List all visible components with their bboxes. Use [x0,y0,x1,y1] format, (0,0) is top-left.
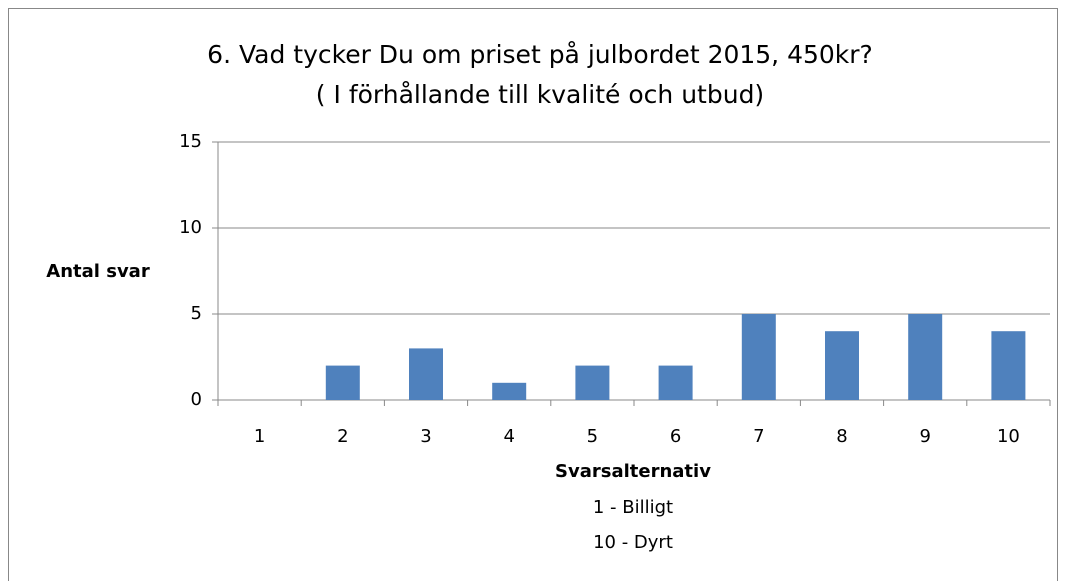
x-axis-label: Svarsalternativ [555,461,711,482]
y-tick-label: 10 [179,217,202,238]
x-tick-label: 9 [919,426,930,447]
bar [741,314,776,400]
bar [991,331,1026,400]
annotation: 10 - Dyrt [593,532,673,553]
bar [492,382,527,400]
bar [658,365,693,400]
y-tick-label: 15 [179,131,202,152]
x-tick-label: 7 [753,426,764,447]
annotation: 1 - Billigt [593,497,673,518]
x-tick-label: 1 [254,426,265,447]
x-tick-label: 3 [420,426,431,447]
x-tick-label: 2 [337,426,348,447]
x-tick-label: 6 [670,426,681,447]
chart-frame [8,8,1058,581]
bar [575,365,610,400]
y-axis-label: Antal svar [46,261,150,282]
chart-subtitle: ( I förhållande till kvalité och utbud) [316,80,764,109]
bar [908,314,943,400]
bar [409,348,443,400]
x-tick-label: 8 [836,426,847,447]
bar [825,331,859,400]
chart-title: 6. Vad tycker Du om priset på julbordet … [207,40,873,69]
x-tick-label: 4 [503,426,514,447]
y-tick-label: 5 [191,303,202,324]
y-tick-label: 0 [191,389,202,410]
bar [325,365,360,400]
x-tick-label: 5 [587,426,598,447]
x-tick-label: 10 [997,426,1020,447]
